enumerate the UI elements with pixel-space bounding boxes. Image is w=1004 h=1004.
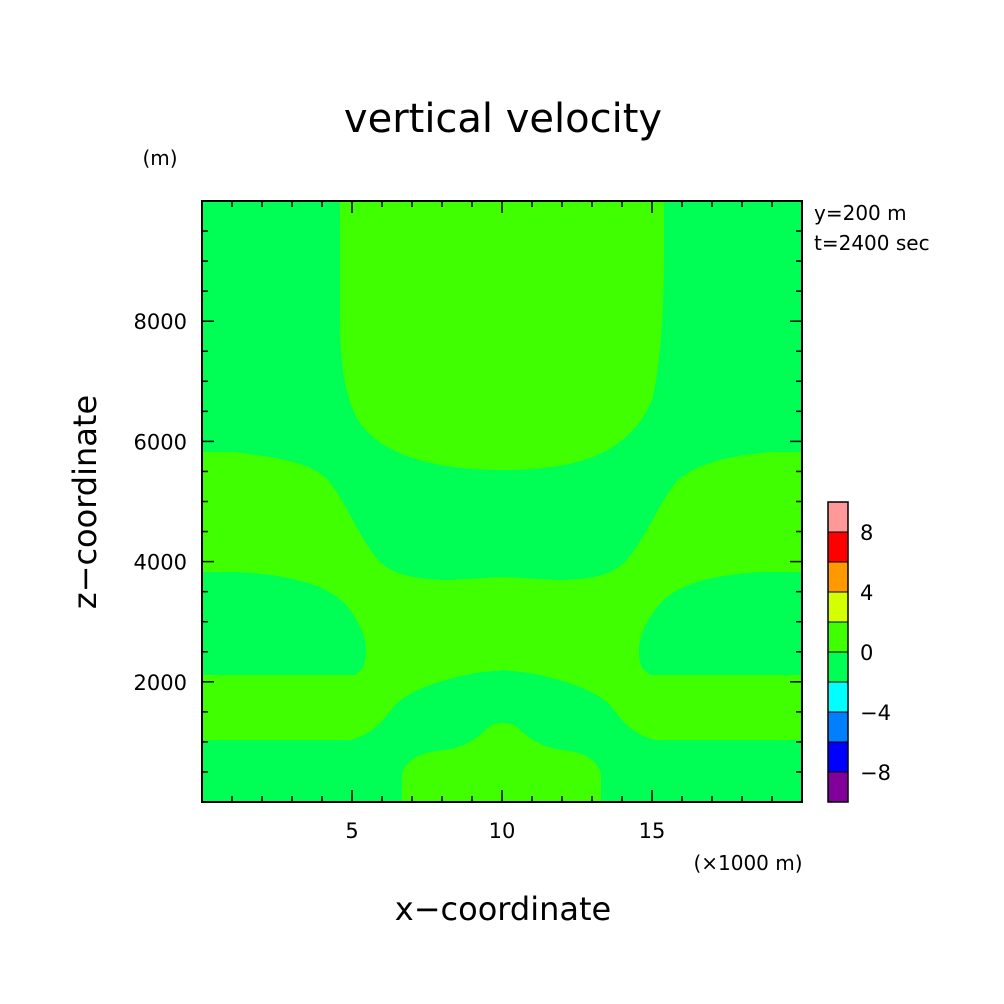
y-axis-title: z−coordinate [66,395,104,609]
surface-central-lobe-region [402,723,601,802]
colorbar-swatch [827,741,849,773]
colorbar: −8 −4 0 4 8 [827,501,891,803]
chart-title: vertical velocity [344,96,662,142]
x-axis-title: x−coordinate [395,890,611,928]
x-unit-label: (×1000 m) [693,851,802,875]
colorbar-swatch [827,501,849,533]
colorbar-swatch [827,621,849,653]
colorbar-swatch [827,681,849,713]
y-tick-label: 6000 [134,430,187,454]
x-axis: 5 10 15 [231,201,773,843]
y-tick-label: 2000 [134,671,187,695]
y-unit-label: (m) [142,146,177,170]
annotation-t: t=2400 sec [814,231,930,255]
colorbar-swatch [827,531,849,563]
x-tick-label: 15 [639,819,666,843]
upper-central-updraft-region [340,201,664,470]
y-axis: 2000 4000 6000 8000 [134,230,802,773]
y-tick-label: 8000 [134,310,187,334]
colorbar-swatch [827,561,849,593]
colorbar-tick-label: 8 [860,521,873,545]
colorbar-swatch [827,591,849,623]
x-tick-label: 10 [489,819,516,843]
colorbar-tick-label: −4 [860,701,891,725]
mid-band-upper-edge-fill [202,675,802,686]
annotation-y: y=200 m [814,201,907,225]
y-tick-label: 4000 [134,551,187,575]
colorbar-swatch [827,711,849,743]
colorbar-tick-label: −8 [860,761,891,785]
colorbar-frame [827,501,849,803]
mid-level-band-region [202,452,802,802]
colorbar-swatch [827,651,849,683]
colorbar-tick-label: 4 [860,581,873,605]
colorbar-tick-label: 0 [860,641,873,665]
x-tick-label: 5 [345,819,358,843]
plot-area: 5 10 15 2000 4000 6000 8000 [134,200,803,843]
colorbar-swatch [827,771,849,803]
